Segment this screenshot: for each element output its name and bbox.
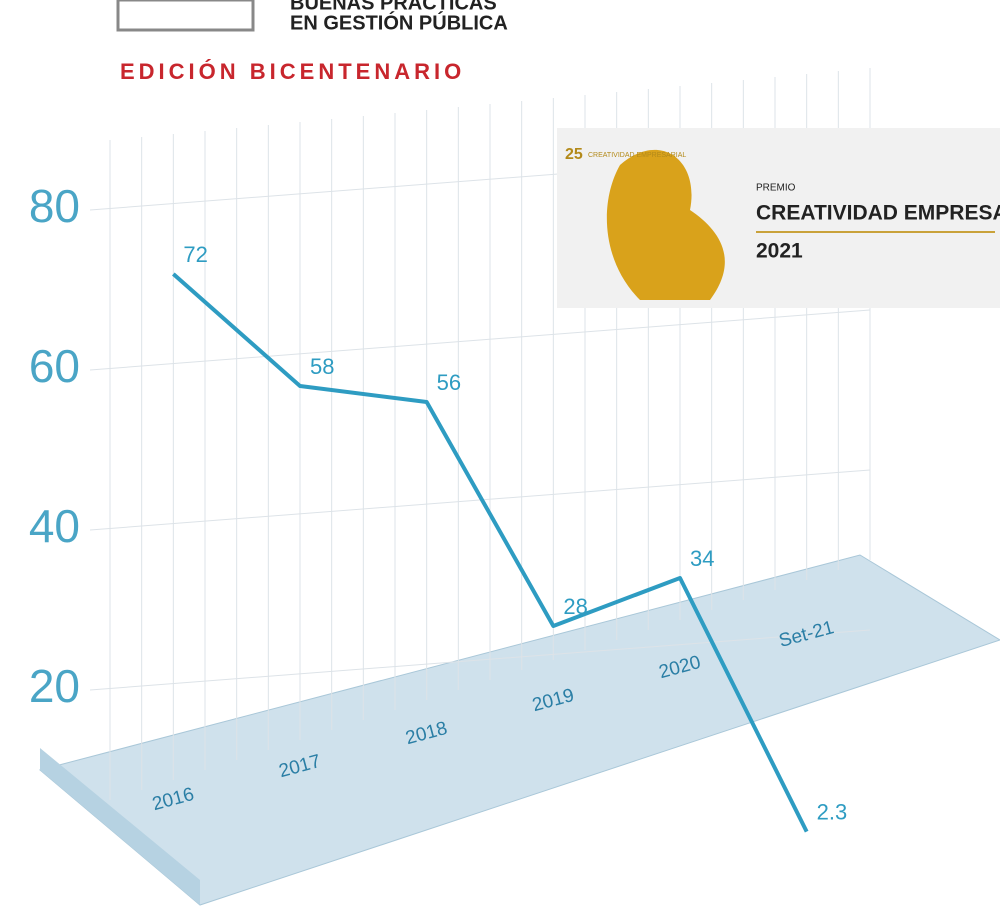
badge-text: CREATIVIDAD EMPRESARIAL xyxy=(588,152,686,159)
award-year: 2021 xyxy=(756,240,803,263)
header-line2: EN GESTIÓN PÚBLICA xyxy=(290,10,508,34)
grid-line xyxy=(90,310,870,370)
award-premio: PREMIO xyxy=(756,183,796,194)
platform xyxy=(40,555,1000,905)
y-tick-label: 60 xyxy=(29,340,80,392)
data-label: 2.3 xyxy=(817,799,848,824)
data-label: 58 xyxy=(310,354,334,379)
data-label: 34 xyxy=(690,546,714,571)
logo-frame xyxy=(118,0,253,30)
data-label: 28 xyxy=(563,594,587,619)
data-label: 56 xyxy=(437,370,461,395)
edition: EDICIÓN BICENTENARIO xyxy=(120,59,465,84)
y-tick-label: 80 xyxy=(29,180,80,232)
award-name: CREATIVIDAD EMPRESARIAL xyxy=(756,202,1000,225)
badge-number: 25 xyxy=(565,146,583,163)
page: {"header": {"line1": "BUENAS PRÁCTICAS",… xyxy=(0,0,1000,908)
y-tick-label: 40 xyxy=(29,500,80,552)
chart: BUENAS PRÁCTICAS EN GESTIÓN PÚBLICA EDIC… xyxy=(0,0,1000,908)
data-label: 72 xyxy=(183,242,207,267)
y-tick-label: 20 xyxy=(29,660,80,712)
